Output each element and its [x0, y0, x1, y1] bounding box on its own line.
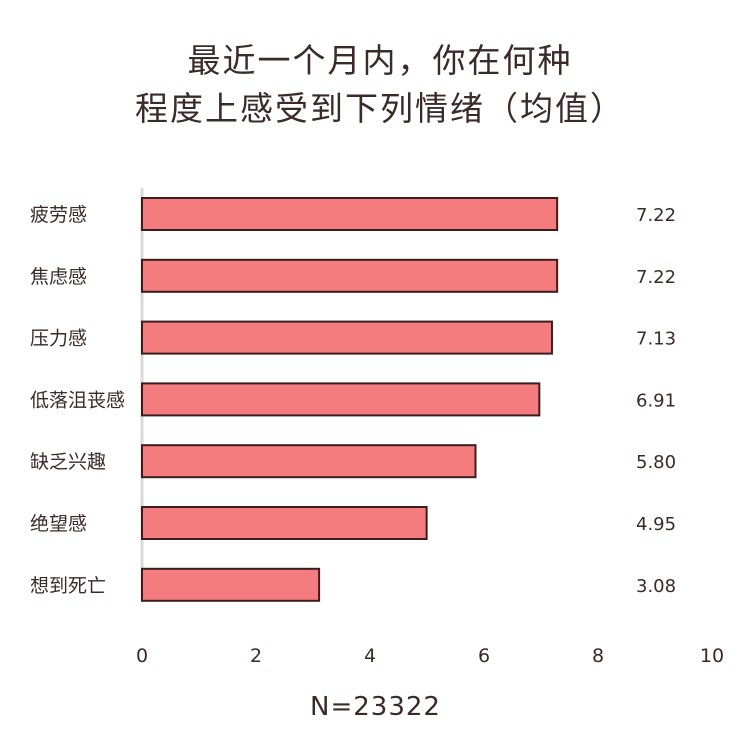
sample-size-note: N=23322 — [310, 692, 441, 722]
value-label: 7.13 — [636, 329, 676, 350]
category-label: 压力感 — [30, 328, 87, 350]
x-tick-label: 8 — [592, 645, 604, 667]
category-label: 疲劳感 — [30, 204, 87, 226]
category-label: 焦虑感 — [30, 266, 87, 288]
category-label: 绝望感 — [30, 513, 87, 535]
bar — [141, 382, 541, 417]
value-label: 6.91 — [636, 390, 676, 411]
bar — [141, 258, 559, 293]
x-tick-label: 4 — [364, 645, 376, 667]
bar — [141, 506, 428, 540]
value-label: 4.95 — [636, 514, 676, 535]
category-label: 缺乏兴趣 — [30, 451, 106, 473]
category-label: 低落沮丧感 — [30, 389, 125, 411]
value-label: 3.08 — [636, 576, 676, 597]
chart-title-line-2: 程度上感受到下列情绪（均值） — [135, 89, 625, 128]
x-axis-ticks: 0 2 4 6 8 10 — [136, 645, 724, 667]
value-label: 7.22 — [636, 205, 676, 226]
x-tick-label: 2 — [250, 645, 262, 667]
value-label: 7.22 — [636, 267, 676, 288]
bar — [141, 197, 559, 231]
value-label: 5.80 — [636, 452, 676, 473]
x-tick-label: 0 — [136, 645, 148, 667]
bar — [141, 320, 553, 355]
x-tick-label: 6 — [478, 645, 490, 667]
bars-layer: 疲劳感 7.22 焦虑感 7.22 压力感 7.13 低落沮丧感 6.91 缺乏兴趣 5.80 绝望… — [30, 197, 676, 602]
category-label: 想到死亡 — [30, 575, 106, 597]
chart-title-line-1: 最近一个月内，你在何种 — [188, 41, 573, 80]
x-tick-label: 10 — [700, 645, 724, 667]
bar — [141, 567, 321, 602]
bar — [141, 444, 477, 479]
